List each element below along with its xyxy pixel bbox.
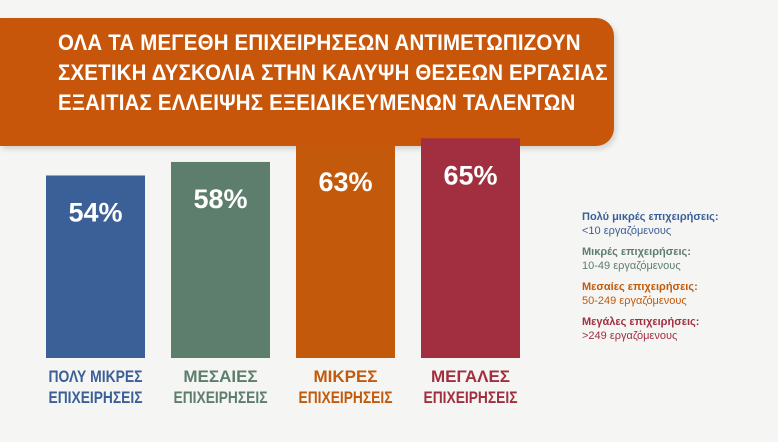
legend-name: Μικρές επιχειρήσεις: bbox=[582, 246, 691, 258]
title-banner bbox=[0, 18, 614, 146]
legend-desc: 50-249 εργαζόμενους bbox=[582, 295, 687, 307]
legend-name: Μεγάλες επιχειρήσεις: bbox=[582, 316, 700, 328]
category-label-3-line-1: ΜΙΚΡΕΣ bbox=[313, 367, 377, 386]
category-label-4-line-1: ΜΕΓΑΛΕΣ bbox=[431, 367, 510, 386]
legend-item-small: Μικρές επιχειρήσεις: 10-49 εργαζόμενους bbox=[582, 245, 772, 273]
category-label-1-line-2: ΕΠΙΧΕΙΡΗΣΕΙΣ bbox=[49, 388, 143, 407]
bar-1 bbox=[46, 175, 145, 358]
data-label-3: 63% bbox=[318, 167, 372, 197]
bar-4 bbox=[421, 138, 520, 358]
category-label-4-line-2: ΕΠΙΧΕΙΡΗΣΕΙΣ bbox=[424, 388, 518, 407]
legend-desc: <10 εργαζόμενους bbox=[582, 225, 672, 237]
legend-item-large: Μεγάλες επιχειρήσεις: >249 εργαζόμενους bbox=[582, 315, 772, 343]
data-label-4: 65% bbox=[443, 160, 497, 190]
category-label-1-line-1: ΠΟΛΥ ΜΙΚΡΕΣ bbox=[49, 367, 143, 386]
legend-desc: 10-49 εργαζόμενους bbox=[582, 260, 681, 272]
chart-title: ΟΛΑ ΤΑ ΜΕΓΕΘΗ ΕΠΙΧΕΙΡΗΣΕΩΝ ΑΝΤΙΜΕΤΩΠΙΖΟΥ… bbox=[58, 28, 608, 118]
title-line-3: ΕΞΑΙΤΙΑΣ ΕΛΛΕΙΨΗΣ ΕΞΕΙΔΙΚΕΥΜΕΝΩΝ ΤΑΛΕΝΤΩ… bbox=[58, 90, 576, 115]
legend-name: Μεσαίες επιχειρήσεις: bbox=[582, 281, 698, 293]
bar-2 bbox=[171, 161, 270, 358]
legend-desc: >249 εργαζόμενους bbox=[582, 330, 678, 342]
legend-item-medium: Μεσαίες επιχειρήσεις: 50-249 εργαζόμενου… bbox=[582, 280, 772, 308]
bar-3 bbox=[296, 145, 395, 358]
data-label-2: 58% bbox=[193, 184, 247, 214]
legend: Πολύ μικρές επιχειρήσεις: <10 εργαζόμενο… bbox=[582, 210, 772, 350]
category-label-3-line-2: ΕΠΙΧΕΙΡΗΣΕΙΣ bbox=[299, 388, 393, 407]
data-label-1: 54% bbox=[68, 197, 122, 227]
category-label-2-line-2: ΕΠΙΧΕΙΡΗΣΕΙΣ bbox=[174, 388, 268, 407]
title-line-1: ΟΛΑ ΤΑ ΜΕΓΕΘΗ ΕΠΙΧΕΙΡΗΣΕΩΝ ΑΝΤΙΜΕΤΩΠΙΖΟΥ… bbox=[58, 30, 581, 55]
legend-item-very-small: Πολύ μικρές επιχειρήσεις: <10 εργαζόμενο… bbox=[582, 210, 772, 238]
legend-name: Πολύ μικρές επιχειρήσεις: bbox=[582, 211, 719, 223]
title-line-2: ΣΧΕΤΙΚΗ ΔΥΣΚΟΛΙΑ ΣΤΗΝ ΚΑΛΥΨΗ ΘΕΣΕΩΝ ΕΡΓΑ… bbox=[58, 60, 608, 85]
category-label-2-line-1: ΜΕΣΑΙΕΣ bbox=[183, 367, 257, 386]
